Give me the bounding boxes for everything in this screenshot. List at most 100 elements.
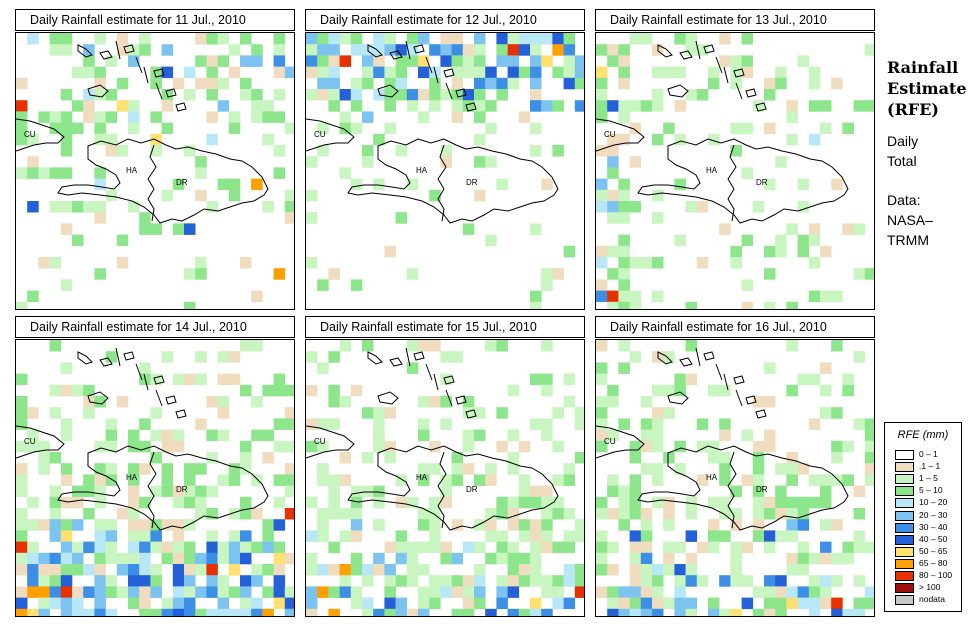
rainfall-cell <box>373 44 385 56</box>
rainfall-cell <box>16 519 28 531</box>
legend-label: > 100 <box>919 582 941 593</box>
rainfall-cell <box>94 268 106 280</box>
rainfall-cell <box>16 564 28 576</box>
island-coastline <box>377 84 399 98</box>
rainfall-cell <box>462 396 475 408</box>
label-dominican-republic: DR <box>466 485 478 494</box>
rainfall-cell <box>172 440 185 453</box>
rainfall-cell <box>217 396 230 408</box>
rainfall-cell <box>72 519 84 531</box>
rainfall-cell <box>440 145 452 157</box>
rainfall-cell <box>674 575 686 587</box>
cuba-coastline <box>596 425 645 459</box>
rainfall-cell <box>38 167 50 179</box>
rainfall-cell <box>640 530 653 542</box>
island-coastline <box>733 68 745 78</box>
rainfall-cell <box>206 530 218 542</box>
rainfall-cell <box>172 519 185 531</box>
rainfall-cell <box>629 201 642 213</box>
rainfall-cell <box>38 586 50 598</box>
rainfall-cell <box>440 89 452 101</box>
rainfall-cell <box>251 340 263 352</box>
rainfall-cell <box>607 245 619 258</box>
rainfall-cell <box>384 100 396 112</box>
rainfall-cell <box>607 55 619 67</box>
rainfall-cell <box>842 608 854 616</box>
rainfall-cell <box>663 122 675 135</box>
rainfall-cell <box>49 485 62 498</box>
rainfall-cell <box>184 145 196 157</box>
rainfall-cell <box>820 496 832 509</box>
rainfall-cell <box>184 89 196 101</box>
rainfall-cell <box>853 608 866 616</box>
rainfall-cell <box>474 156 486 168</box>
rainfall-cell <box>373 496 385 509</box>
rainfall-cell <box>831 608 843 616</box>
rainfall-cell <box>362 407 374 419</box>
rainfall-cell <box>474 77 486 90</box>
rainfall-cell <box>94 586 106 598</box>
rainfall-cell <box>685 608 698 616</box>
rainfall-cell <box>663 519 675 531</box>
rainfall-cell <box>161 189 174 202</box>
legend-label: 10 – 20 <box>919 497 948 508</box>
rainfall-cell <box>663 452 675 464</box>
rainfall-cell <box>362 564 374 576</box>
rainfall-cell <box>328 33 340 45</box>
rainfall-cell <box>652 407 664 419</box>
label-cuba: CU <box>24 437 36 446</box>
rainfall-cell <box>596 245 608 258</box>
rainfall-cell <box>418 474 430 486</box>
rainfall-cell <box>752 463 765 475</box>
island-coastline <box>443 68 455 78</box>
rainfall-cell <box>474 33 486 45</box>
cuba-coastline <box>16 118 65 152</box>
rainfall-cell <box>618 234 630 247</box>
rainfall-cell <box>72 234 84 247</box>
rainfall-cell <box>607 597 619 610</box>
rainfall-cell <box>674 608 686 616</box>
rainfall-cell <box>552 597 564 610</box>
rainfall-cell <box>240 55 252 67</box>
rainfall-cell <box>429 496 441 509</box>
rainfall-cell <box>94 575 106 587</box>
rainfall-cell <box>217 429 230 442</box>
rainfall-cell <box>429 396 441 408</box>
rainfall-cell <box>240 463 252 475</box>
rainfall-cell <box>864 100 874 112</box>
rainfall-cell <box>262 530 274 542</box>
rainfall-cell <box>328 485 340 498</box>
rainfall-cell <box>328 100 340 112</box>
rainfall-cell <box>195 552 207 565</box>
rainfall-cell <box>640 429 653 442</box>
rainfall-cell <box>574 452 584 464</box>
rainfall-cell <box>618 496 630 509</box>
rainfall-cell <box>518 474 531 486</box>
rainfall-cell <box>708 496 720 509</box>
rainfall-cell <box>317 33 329 45</box>
rainfall-cell <box>518 608 531 616</box>
rainfall-cell <box>262 541 274 554</box>
rainfall-cell <box>184 223 196 235</box>
rainfall-cell <box>139 608 151 616</box>
rainfall-cell <box>775 245 787 258</box>
island-coastline <box>123 44 135 54</box>
rainfall-cell <box>618 485 630 498</box>
rainfall-cell <box>552 44 564 56</box>
rainfall-cell <box>350 33 363 45</box>
island-chain-outline <box>115 347 121 367</box>
rainfall-cell <box>530 564 542 576</box>
rainfall-cell <box>652 440 664 453</box>
rainfall-cell <box>161 44 174 56</box>
rainfall-cell <box>262 201 274 213</box>
rainfall-cell <box>306 66 318 79</box>
rainfall-cell <box>195 189 207 202</box>
rainfall-cell <box>485 608 497 616</box>
hispaniola-coastline <box>57 138 269 224</box>
rainfall-cell <box>395 89 408 101</box>
rainfall-cell <box>240 541 252 554</box>
rainfall-cell <box>530 89 542 101</box>
rainfall-cell <box>16 396 28 408</box>
rainfall-cell <box>797 245 810 258</box>
rainfall-cell <box>172 586 185 598</box>
